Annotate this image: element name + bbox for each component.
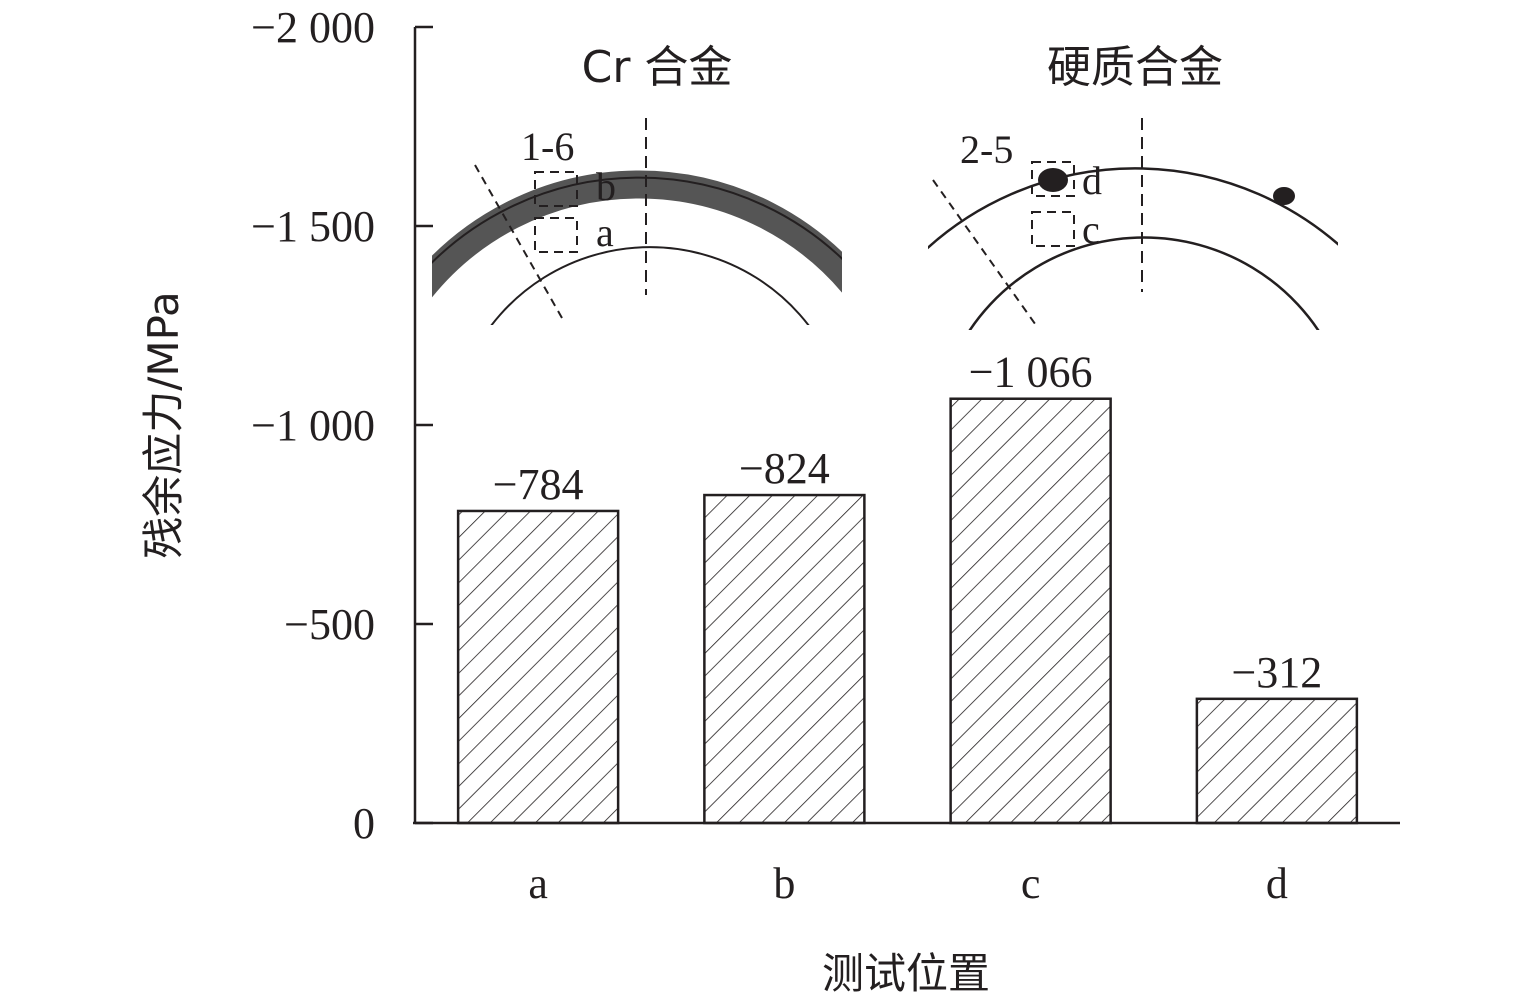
x-tick-label: a [528, 859, 548, 908]
inset-cr-box-a-label: a [596, 210, 614, 255]
bar-a [456, 509, 620, 825]
inset-hard-inner-arc [968, 236, 1320, 330]
inset-cr-outer-arc [432, 176, 842, 264]
inset-hard-particle-left [1038, 168, 1068, 192]
bar-d [1195, 697, 1359, 825]
inset-hard-sample-label: 2-5 [960, 127, 1013, 172]
inset-cr-inner-arc [490, 246, 810, 325]
inset-hard-box-d-label: d [1082, 158, 1102, 203]
y-ticks: 0 −500 −1 000 −1 500 −2 000 [251, 3, 433, 848]
y-tick-label: −1 500 [251, 202, 375, 251]
y-tick-label: −1 000 [251, 401, 375, 450]
inset-cr-sample-label: 1-6 [521, 124, 574, 169]
bar-value-label: −824 [739, 444, 830, 493]
bars: −784 −824 −1 066 −312 [456, 348, 1359, 825]
inset-hard-section-line [932, 179, 1039, 329]
bar-value-label: −1 066 [969, 348, 1093, 397]
inset-cr-box-a [534, 217, 578, 253]
x-tick-labels: a b c d [528, 859, 1288, 908]
inset-hard-title: 硬质合金 [1047, 42, 1223, 93]
inset-cr-alloy: Cr 合金 1-6 b a [432, 42, 842, 325]
inset-cr-section-line [474, 164, 563, 319]
y-tick-label: −500 [284, 600, 375, 649]
x-tick-label: d [1266, 859, 1288, 908]
bar-value-label: −784 [493, 460, 584, 509]
inset-hard-alloy: 硬质合金 2-5 d c [928, 42, 1338, 330]
inset-hard-box-d [1031, 161, 1075, 197]
inset-cr-title: Cr 合金 [582, 42, 733, 93]
y-tick-label: −2 000 [251, 3, 375, 52]
bar-b [703, 493, 866, 825]
inset-cr-coating-band [432, 170, 842, 298]
x-tick-label: b [773, 859, 795, 908]
x-axis-title: 测试位置 [822, 949, 990, 998]
inset-cr-box-b [534, 171, 578, 207]
inset-hard-box-c-label: c [1082, 207, 1100, 252]
x-tick-label: c [1021, 859, 1041, 908]
inset-cr-box-b-label: b [596, 164, 616, 209]
y-tick-label: 0 [353, 799, 375, 848]
inset-hard-outer-arc [928, 167, 1338, 250]
bar-c [949, 397, 1112, 825]
bar-value-label: −312 [1231, 648, 1322, 697]
inset-hard-box-c [1031, 211, 1075, 247]
y-axis-title: 残余应力/MPa [139, 291, 188, 559]
inset-hard-particle-right [1273, 187, 1295, 205]
